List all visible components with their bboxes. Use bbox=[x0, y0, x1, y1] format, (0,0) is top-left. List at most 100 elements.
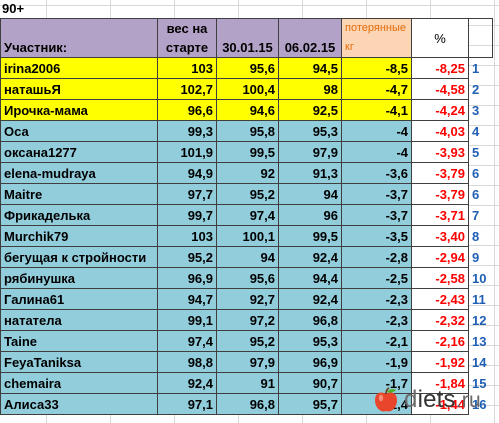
rank-number: 5 bbox=[472, 144, 480, 160]
table-row: наташьЯ 102,7 100,4 98 -4,7 -4,58 2 bbox=[0, 78, 493, 100]
weight-date-2: 97,9 bbox=[278, 141, 342, 163]
percent-lost: -4,24 bbox=[411, 99, 469, 121]
participant-name: Алиса33 bbox=[0, 393, 158, 415]
weight-date-1: 99,5 bbox=[216, 141, 279, 163]
participant-name: бегущая к стройности bbox=[0, 246, 158, 268]
table-row: Taine 97,4 95,2 95,3 -2,1 -2,16 13 bbox=[0, 330, 493, 352]
weight-date-2: 95,3 bbox=[278, 120, 342, 142]
percent-lost: -1,84 bbox=[411, 372, 469, 394]
table-body: irina2006 103 95,6 94,5 -8,5 -8,25 1 наташьЯ 102… bbox=[0, 57, 493, 415]
weight-date-1: 95,2 bbox=[216, 330, 279, 352]
lost-kg: -3,7 bbox=[341, 204, 412, 226]
weight-date-1: 95,6 bbox=[216, 267, 279, 289]
weight-date-1: 92,7 bbox=[216, 288, 279, 310]
start-weight: 96,6 bbox=[157, 99, 217, 121]
lost-kg: -4 bbox=[341, 120, 412, 142]
percent-lost: -2,16 bbox=[411, 330, 469, 352]
percent-lost: -3,93 bbox=[411, 141, 469, 163]
start-weight: 92,4 bbox=[157, 372, 217, 394]
header-start-line2: старте bbox=[165, 40, 209, 55]
rank-number: 13 bbox=[472, 333, 487, 349]
header-start-weight: вес на старте bbox=[157, 18, 217, 58]
weight-date-2: 96,9 bbox=[278, 351, 342, 373]
weight-date-1: 97,4 bbox=[216, 204, 279, 226]
table-row: рябинушка 96,9 95,6 94,4 -2,5 -2,58 10 bbox=[0, 267, 493, 289]
rank-number: 8 bbox=[472, 228, 480, 244]
start-weight: 94,9 bbox=[157, 162, 217, 184]
percent-lost: -3,79 bbox=[411, 183, 469, 205]
percent-lost: -2,94 bbox=[411, 246, 469, 268]
participant-name: FeyaTaniksa bbox=[0, 351, 158, 373]
table-row: Murchik79 103 100,1 99,5 -3,5 -3,40 8 bbox=[0, 225, 493, 247]
lost-kg: -3,6 bbox=[341, 162, 412, 184]
weight-date-2: 96,8 bbox=[278, 309, 342, 331]
header-lost-line1: потерянные bbox=[345, 22, 406, 34]
weight-date-2: 92,4 bbox=[278, 246, 342, 268]
lost-kg: -4,1 bbox=[341, 99, 412, 121]
participant-name: Ирочка-мама bbox=[0, 99, 158, 121]
rank-number: 7 bbox=[472, 207, 480, 223]
weight-date-2: 94 bbox=[278, 183, 342, 205]
rank-number: 2 bbox=[472, 81, 480, 97]
diets-logo: diets.ru bbox=[372, 384, 481, 416]
table-row: elena-mudraya 94,9 92 91,3 -3,6 -3,79 6 bbox=[0, 162, 493, 184]
rank-number: 15 bbox=[472, 375, 487, 391]
lost-kg: -2,1 bbox=[341, 330, 412, 352]
rank-number: 12 bbox=[472, 312, 487, 328]
header-date-2: 06.02.15 bbox=[278, 18, 342, 58]
participant-name: Murchik79 bbox=[0, 225, 158, 247]
participant-name: Галина61 bbox=[0, 288, 158, 310]
lost-kg: -2,5 bbox=[341, 267, 412, 289]
rank-number: 10 bbox=[472, 270, 487, 286]
participant-name: Оса bbox=[0, 120, 158, 142]
participant-name: оксана1277 bbox=[0, 141, 158, 163]
header-percent: % bbox=[411, 18, 469, 58]
table-row: нататела 99,1 97,2 96,8 -2,3 -2,32 12 bbox=[0, 309, 493, 331]
lost-kg: -2,8 bbox=[341, 246, 412, 268]
weight-date-2: 92,4 bbox=[278, 288, 342, 310]
rank-number: 1 bbox=[472, 60, 480, 76]
weight-date-1: 94,6 bbox=[216, 99, 279, 121]
rank-number: 9 bbox=[472, 249, 480, 265]
start-weight: 97,1 bbox=[157, 393, 217, 415]
header-start-line1: вес на bbox=[166, 21, 208, 36]
rank-number: 14 bbox=[472, 354, 487, 370]
weight-date-2: 92,5 bbox=[278, 99, 342, 121]
percent-lost: -2,58 bbox=[411, 267, 469, 289]
lost-kg: -2,3 bbox=[341, 288, 412, 310]
weight-date-1: 97,2 bbox=[216, 309, 279, 331]
start-weight: 103 bbox=[157, 225, 217, 247]
lost-kg: -2,3 bbox=[341, 309, 412, 331]
rank-number: 16 bbox=[472, 396, 487, 412]
weight-date-1: 91 bbox=[216, 372, 279, 394]
rank-number: 6 bbox=[472, 165, 480, 181]
percent-lost: -1,44 bbox=[411, 393, 469, 415]
start-weight: 99,1 bbox=[157, 309, 217, 331]
rank-number: 3 bbox=[472, 102, 480, 118]
weight-date-1: 96,8 bbox=[216, 393, 279, 415]
weight-date-2: 95,7 bbox=[278, 393, 342, 415]
percent-lost: -4,03 bbox=[411, 120, 469, 142]
weight-date-2: 91,3 bbox=[278, 162, 342, 184]
weight-date-1: 92 bbox=[216, 162, 279, 184]
header-lost-kg: потерянные кг bbox=[341, 18, 412, 58]
percent-lost: -4,58 bbox=[411, 78, 469, 100]
participant-name: нататела bbox=[0, 309, 158, 331]
weight-date-1: 94 bbox=[216, 246, 279, 268]
header-row: Участник: вес на старте 30.01.15 06.02.1… bbox=[0, 18, 493, 58]
percent-lost: -1,92 bbox=[411, 351, 469, 373]
header-rank-spacer bbox=[468, 18, 493, 58]
table-row: Галина61 94,7 92,7 92,4 -2,3 -2,43 11 bbox=[0, 288, 493, 310]
weight-date-1: 100,1 bbox=[216, 225, 279, 247]
table-row: Maitre 97,7 95,2 94 -3,7 -3,79 6 bbox=[0, 183, 493, 205]
table-row: chemaira 92,4 91 90,7 -1,7 -1,84 15 bbox=[0, 372, 493, 394]
rank-number: 4 bbox=[472, 123, 480, 139]
table-row: FeyaTaniksa 98,8 97,9 96,9 -1,9 -1,92 14 bbox=[0, 351, 493, 373]
participant-name: Фрикаделька bbox=[0, 204, 158, 226]
participant-name: chemaira bbox=[0, 372, 158, 394]
weight-date-2: 96 bbox=[278, 204, 342, 226]
rank-number: 6 bbox=[472, 186, 480, 202]
lost-kg: -3,7 bbox=[341, 183, 412, 205]
percent-lost: -2,32 bbox=[411, 309, 469, 331]
table-row: irina2006 103 95,6 94,5 -8,5 -8,25 1 bbox=[0, 57, 493, 79]
